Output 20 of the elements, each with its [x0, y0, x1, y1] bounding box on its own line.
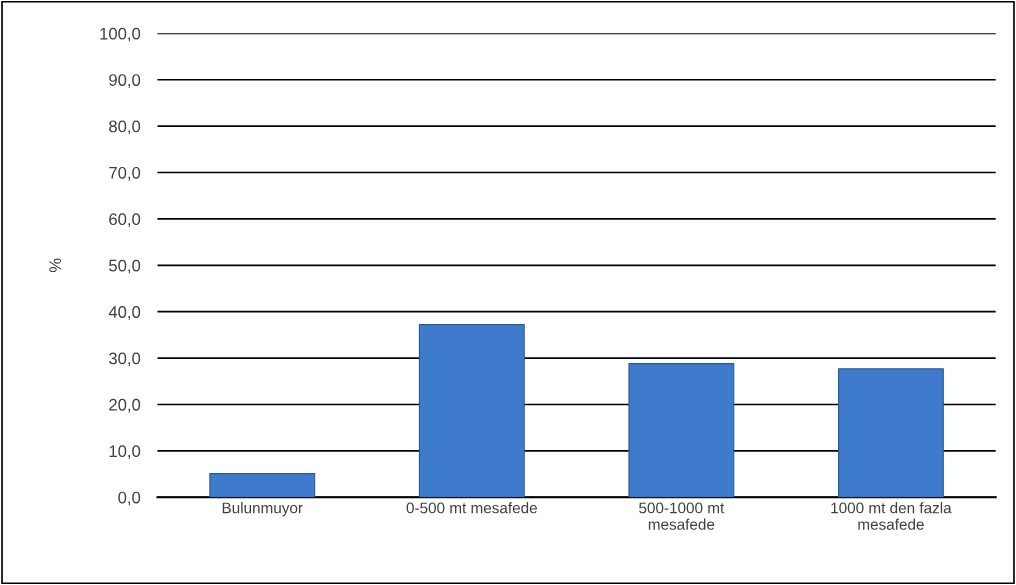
- y-tick-label: 20,0: [109, 398, 141, 413]
- y-tick-label: 30,0: [109, 352, 141, 367]
- y-tick-label: 40,0: [108, 306, 141, 320]
- y-tick-label: 80,0: [109, 120, 141, 135]
- x-tick-label: 1000 mt den fazla mesafede: [831, 502, 952, 530]
- x-tick-label: 500-1000 mt mesafede: [639, 502, 725, 530]
- y-tick-label: 10,0: [109, 445, 141, 460]
- x-tick-label: 0-500 mt mesafede: [406, 502, 537, 514]
- y-tick-label: 70,0: [109, 166, 141, 181]
- y-axis-title: %: [49, 258, 62, 273]
- bar: [837, 368, 944, 498]
- bar: [628, 363, 735, 498]
- bar: [209, 473, 316, 498]
- x-tick-label: Bulunmuyor: [222, 502, 303, 517]
- y-tick-label: 0,0: [118, 491, 141, 506]
- y-tick-label: 90,0: [109, 74, 141, 88]
- y-tick-label: 60,0: [109, 213, 141, 228]
- bar: [418, 324, 525, 498]
- y-tick-label: 50,0: [109, 259, 141, 274]
- y-tick-label: 100,0: [100, 27, 141, 42]
